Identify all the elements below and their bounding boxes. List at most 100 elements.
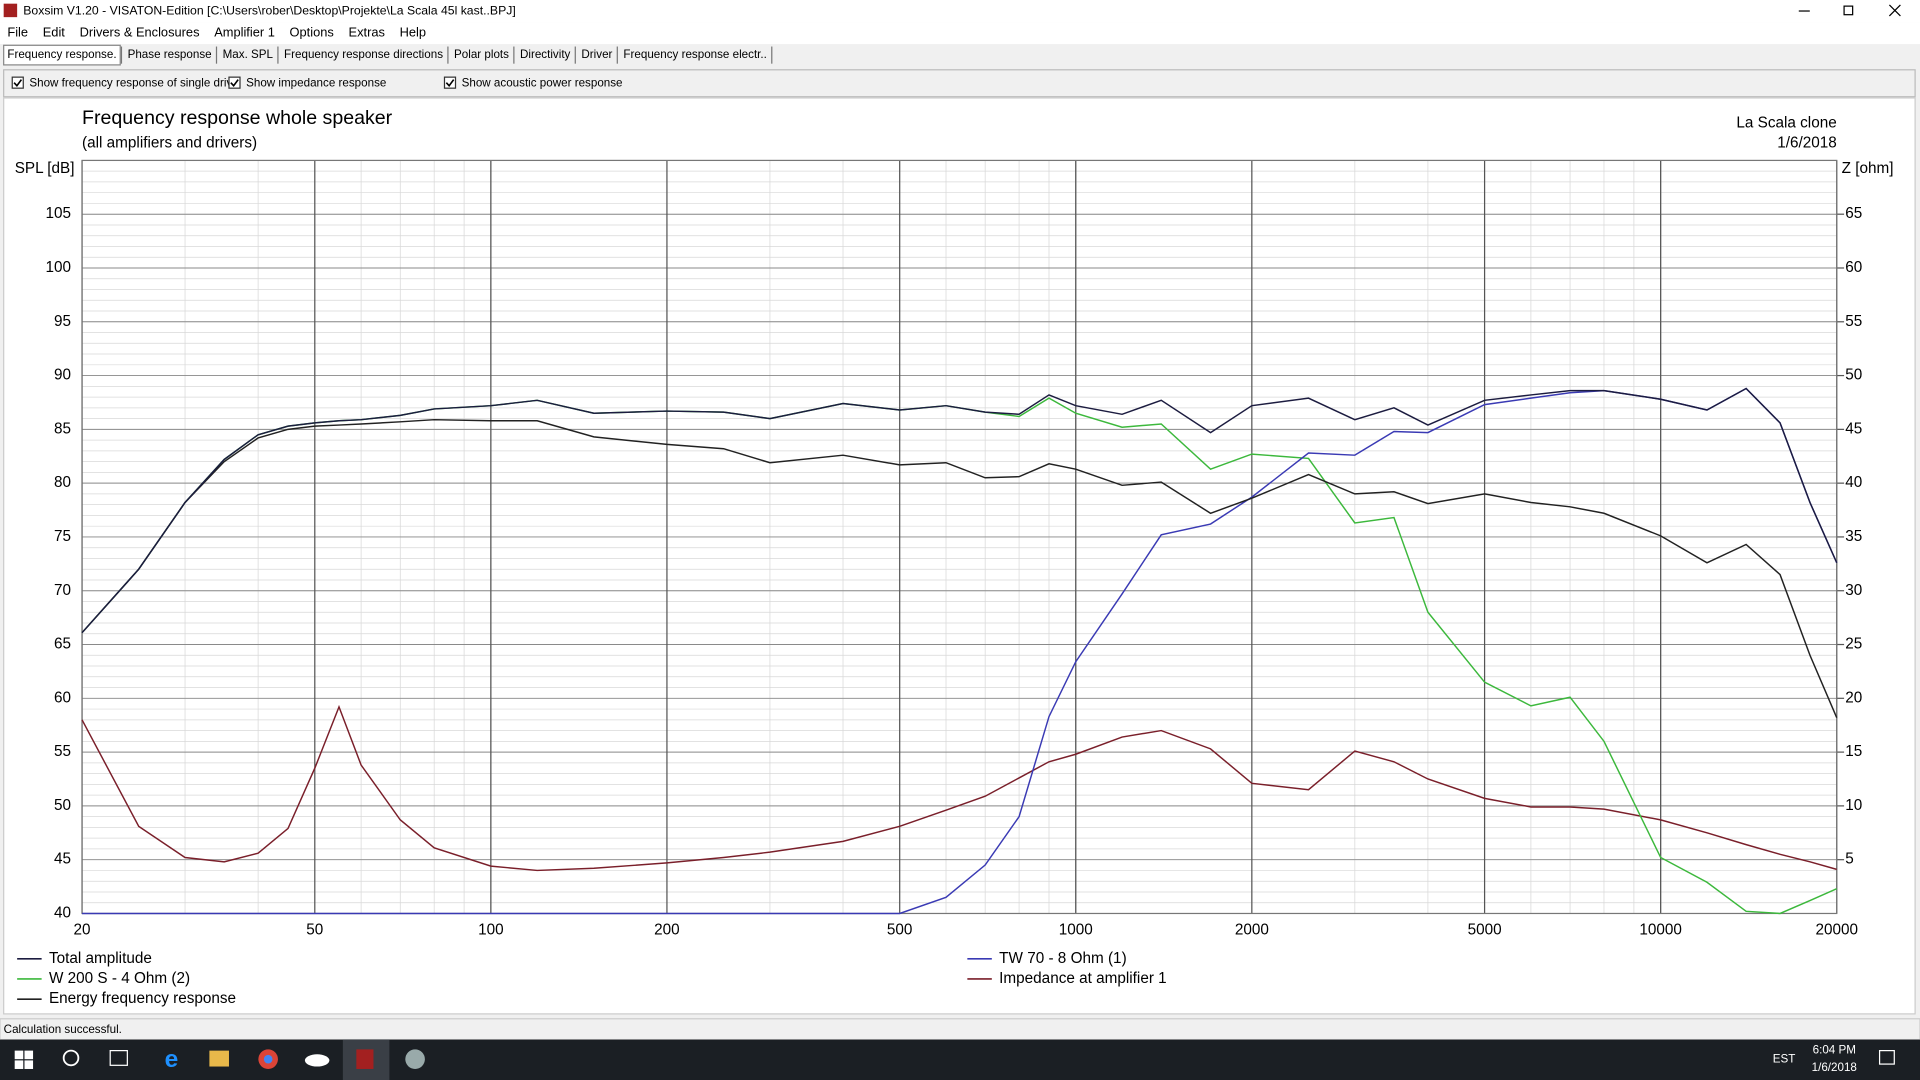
series-line bbox=[82, 387, 1838, 915]
y2-tick-label: 60 bbox=[1845, 259, 1862, 276]
y-tick-label: 40 bbox=[54, 905, 71, 922]
tab-label[interactable]: Driver bbox=[581, 48, 612, 61]
checkbox[interactable] bbox=[228, 76, 241, 89]
checkbox-check bbox=[230, 79, 239, 87]
x-tick-label: 1000 bbox=[1059, 922, 1093, 939]
chrome-center bbox=[263, 1054, 273, 1064]
x-tick-label: 10000 bbox=[1639, 922, 1682, 939]
search[interactable] bbox=[62, 1049, 80, 1067]
checkbox[interactable] bbox=[443, 76, 457, 89]
menu-item[interactable]: Drivers & Enclosures bbox=[80, 24, 200, 39]
y2-tick-label: 10 bbox=[1845, 797, 1862, 814]
y2-tick-label: 30 bbox=[1845, 582, 1862, 599]
tab-label[interactable]: Polar plots bbox=[454, 48, 509, 61]
y2-tick-label: 55 bbox=[1845, 313, 1862, 330]
legend-label: Impedance at amplifier 1 bbox=[999, 970, 1167, 987]
taskbar bbox=[0, 1039, 1920, 1080]
menu-item[interactable]: Options bbox=[290, 24, 334, 39]
checkbox-label[interactable]: Show frequency response of single drive bbox=[29, 76, 238, 89]
x-tick-label: 500 bbox=[887, 922, 913, 939]
tab[interactable] bbox=[450, 45, 513, 65]
y-tick-label: 85 bbox=[54, 420, 71, 437]
clock-date[interactable]: 1/6/2018 bbox=[1812, 1061, 1857, 1074]
y-tick-label: 65 bbox=[54, 636, 71, 653]
notifications[interactable] bbox=[1878, 1050, 1895, 1065]
restore[interactable] bbox=[1843, 5, 1854, 16]
menu-item[interactable]: Extras bbox=[349, 24, 385, 39]
title-bar bbox=[0, 0, 1920, 23]
app-icon-2[interactable] bbox=[405, 1049, 425, 1069]
y2-tick-label: 50 bbox=[1845, 367, 1862, 384]
menu-item[interactable]: Help bbox=[400, 24, 426, 39]
window-title: Boxsim V1.20 - VISATON-Edition [C:\Users… bbox=[23, 3, 516, 17]
chart-subtitle: (all amplifiers and drivers) bbox=[82, 134, 257, 151]
x-tick-label: 5000 bbox=[1468, 922, 1502, 939]
y2-tick-label: 35 bbox=[1845, 528, 1862, 545]
chart-title: Frequency response whole speaker bbox=[82, 107, 393, 129]
legend-label: TW 70 - 8 Ohm (1) bbox=[999, 950, 1126, 967]
tab[interactable] bbox=[280, 45, 447, 65]
chart-panel bbox=[3, 97, 1916, 1015]
start-button[interactable] bbox=[14, 1050, 34, 1069]
x-tick-label: 50 bbox=[306, 922, 323, 939]
clock-time[interactable]: 6:04 PM bbox=[1813, 1044, 1856, 1057]
task-view[interactable] bbox=[109, 1050, 128, 1066]
menu-item[interactable]: File bbox=[7, 24, 28, 39]
y-tick-label: 80 bbox=[54, 474, 71, 491]
window-controls[interactable] bbox=[1798, 4, 1901, 17]
annotation: 1/6/2018 bbox=[1777, 134, 1837, 151]
legend-label: Total amplitude bbox=[49, 950, 152, 967]
language[interactable]: EST bbox=[1773, 1052, 1796, 1065]
y-tick-label: 45 bbox=[54, 851, 71, 868]
y-axis-label: SPL [dB] bbox=[15, 160, 75, 177]
checkbox-check bbox=[13, 79, 23, 87]
y2-axis-label: Z [ohm] bbox=[1842, 160, 1894, 177]
x-tick-label: 20000 bbox=[1815, 922, 1858, 939]
explorer-icon[interactable] bbox=[209, 1050, 229, 1067]
series-line bbox=[81, 418, 1838, 718]
tab[interactable] bbox=[123, 45, 216, 65]
tab-label[interactable]: Frequency response electr.. bbox=[623, 48, 766, 61]
x-tick-label: 2000 bbox=[1235, 922, 1269, 939]
x-tick-label: 100 bbox=[478, 922, 504, 939]
tab-label[interactable]: Directivity bbox=[520, 48, 571, 61]
y-tick-label: 95 bbox=[54, 313, 71, 330]
y-tick-label: 100 bbox=[45, 259, 71, 276]
tab-label[interactable]: Max. SPL bbox=[223, 48, 274, 61]
y2-tick-label: 25 bbox=[1845, 636, 1862, 653]
checkbox-label[interactable]: Show acoustic power response bbox=[462, 76, 623, 89]
cloud-icon[interactable] bbox=[304, 1054, 330, 1067]
tab[interactable] bbox=[218, 45, 277, 65]
options-panel bbox=[3, 69, 1916, 98]
taskbar-icons[interactable]: e bbox=[14, 1039, 425, 1080]
y-tick-label: 105 bbox=[45, 205, 71, 222]
series-line bbox=[81, 387, 1838, 634]
checkbox-label[interactable]: Show impedance response bbox=[246, 76, 386, 89]
tab-label[interactable]: Frequency response. bbox=[7, 48, 116, 61]
y2-tick-label: 15 bbox=[1845, 743, 1862, 760]
tab[interactable] bbox=[3, 44, 121, 66]
series-line bbox=[81, 704, 1837, 872]
status-text: Calculation successful. bbox=[4, 1023, 122, 1036]
menu-item[interactable]: Amplifier 1 bbox=[214, 24, 275, 39]
y-tick-label: 50 bbox=[54, 797, 71, 814]
checkbox[interactable] bbox=[11, 76, 24, 89]
status-bar bbox=[0, 1018, 1920, 1041]
close[interactable] bbox=[1888, 4, 1901, 17]
y2-tick-label: 65 bbox=[1845, 205, 1862, 222]
tab[interactable] bbox=[516, 45, 575, 65]
y-tick-label: 55 bbox=[54, 743, 71, 760]
legend-label: Energy frequency response bbox=[49, 990, 236, 1007]
y2-tick-label: 45 bbox=[1845, 420, 1862, 437]
tab[interactable] bbox=[619, 45, 771, 65]
tab-label[interactable]: Frequency response directions bbox=[284, 48, 443, 61]
boxsim-icon bbox=[356, 1049, 374, 1069]
menu-item[interactable]: Edit bbox=[43, 24, 66, 39]
tab[interactable] bbox=[577, 45, 617, 65]
tab-label[interactable]: Phase response bbox=[128, 48, 212, 61]
edge-icon[interactable]: e bbox=[165, 1046, 179, 1073]
plot-frame bbox=[81, 159, 1838, 915]
y-tick-label: 60 bbox=[54, 689, 71, 706]
